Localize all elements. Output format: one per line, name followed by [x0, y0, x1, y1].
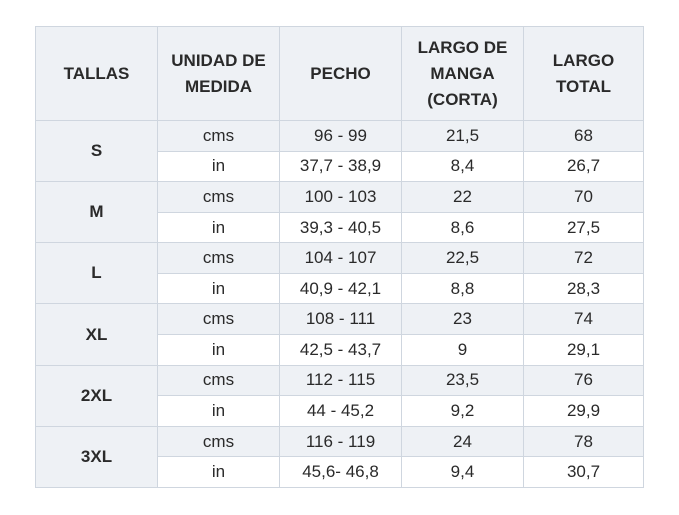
largo-manga-cell: 24: [401, 425, 524, 458]
table-row: XL cms 108 - 111 23 74: [35, 303, 644, 366]
unit-cell: cms: [157, 425, 280, 458]
unit-cell: in: [157, 272, 280, 305]
table-row: in 44 - 45,2 9,2 29,9: [36, 395, 644, 427]
header-unidad-de-medida: UNIDAD DE MEDIDA: [157, 26, 280, 121]
size-cell: 2XL: [35, 364, 158, 427]
unit-cell: in: [157, 395, 280, 427]
largo-manga-cell: 22: [401, 181, 524, 213]
largo-manga-cell: 8,8: [401, 272, 524, 305]
size-chart: TALLAS UNIDAD DE MEDIDA PECHO LARGO DE MAN…: [35, 26, 644, 489]
size-cell: XL: [35, 303, 158, 366]
largo-manga-cell: 22,5: [401, 242, 524, 274]
unit-cell: in: [157, 211, 280, 244]
header-line: MANGA: [430, 63, 495, 83]
pecho-cell: 37,7 - 38,9: [279, 150, 402, 183]
unit-cell: cms: [157, 120, 280, 152]
pecho-cell: 116 - 119: [279, 425, 402, 458]
largo-manga-cell: 23,5: [401, 364, 524, 397]
pecho-cell: 108 - 111: [279, 303, 402, 336]
largo-total-cell: 27,5: [523, 211, 644, 244]
table-row: in 45,6- 46,8 9,4 30,7: [36, 456, 644, 488]
largo-total-cell: 29,9: [523, 395, 644, 427]
size-cell: L: [35, 242, 158, 305]
header-line: UNIDAD DE: [171, 50, 266, 70]
header-line: MEDIDA: [184, 76, 253, 96]
unit-cell: cms: [157, 181, 280, 213]
pecho-cell: 45,6- 46,8: [279, 456, 402, 488]
table-row: in 42,5 - 43,7 9 29,1: [36, 334, 644, 366]
largo-total-cell: 68: [523, 120, 644, 152]
pecho-cell: 40,9 - 42,1: [279, 272, 402, 305]
size-cell: M: [35, 181, 158, 244]
pecho-cell: 96 - 99: [279, 120, 402, 152]
unit-cell: cms: [157, 364, 280, 397]
header-line: PECHO: [310, 63, 371, 83]
table-row: in 39,3 - 40,5 8,6 27,5: [36, 211, 644, 244]
pecho-cell: 42,5 - 43,7: [279, 334, 402, 366]
largo-manga-cell: 21,5: [401, 120, 524, 152]
header-row: TALLAS UNIDAD DE MEDIDA PECHO LARGO DE MAN…: [35, 26, 644, 121]
largo-manga-cell: 23: [401, 303, 524, 336]
unit-cell: in: [157, 150, 280, 183]
unit-cell: cms: [157, 242, 280, 274]
pecho-cell: 112 - 115: [279, 364, 402, 397]
header-line: (CORTA): [427, 89, 498, 109]
size-cell: 3XL: [35, 425, 158, 489]
table-row: 2XL cms 112 - 115 23,5 76: [35, 364, 644, 427]
header-largo-de-manga: LARGO DE MANGA (CORTA): [401, 26, 524, 121]
table-row: in 37,7 - 38,9 8,4 26,7: [36, 150, 644, 183]
table-row: 3XL cms 116 - 119 24 78: [35, 425, 644, 489]
largo-total-cell: 72: [523, 242, 644, 274]
header-line: TALLAS: [63, 63, 130, 83]
largo-total-cell: 74: [523, 303, 644, 336]
largo-manga-cell: 9: [401, 334, 524, 366]
unit-cell: in: [157, 334, 280, 366]
unit-cell: cms: [157, 303, 280, 336]
table-row: in 40,9 - 42,1 8,8 28,3: [36, 272, 644, 305]
largo-manga-cell: 8,4: [401, 150, 524, 183]
largo-total-cell: 76: [523, 364, 644, 397]
largo-manga-cell: 9,4: [401, 456, 524, 488]
pecho-cell: 39,3 - 40,5: [279, 211, 402, 244]
largo-manga-cell: 8,6: [401, 211, 524, 244]
largo-manga-cell: 9,2: [401, 395, 524, 427]
header-pecho: PECHO: [279, 26, 402, 121]
largo-total-cell: 70: [523, 181, 644, 213]
size-table: TALLAS UNIDAD DE MEDIDA PECHO LARGO DE MAN…: [35, 26, 644, 489]
header-line: LARGO: [552, 50, 615, 70]
header-largo-total: LARGO TOTAL: [523, 26, 644, 121]
largo-total-cell: 30,7: [523, 456, 644, 488]
pecho-cell: 44 - 45,2: [279, 395, 402, 427]
header-tallas: TALLAS: [35, 26, 158, 121]
pecho-cell: 104 - 107: [279, 242, 402, 274]
header-line: LARGO DE: [417, 37, 508, 57]
size-cell: S: [35, 119, 158, 183]
unit-cell: in: [157, 456, 280, 488]
largo-total-cell: 28,3: [523, 272, 644, 305]
largo-total-cell: 26,7: [523, 150, 644, 183]
largo-total-cell: 78: [523, 425, 644, 458]
pecho-cell: 100 - 103: [279, 181, 402, 213]
largo-total-cell: 29,1: [523, 334, 644, 366]
header-line: TOTAL: [555, 76, 612, 96]
